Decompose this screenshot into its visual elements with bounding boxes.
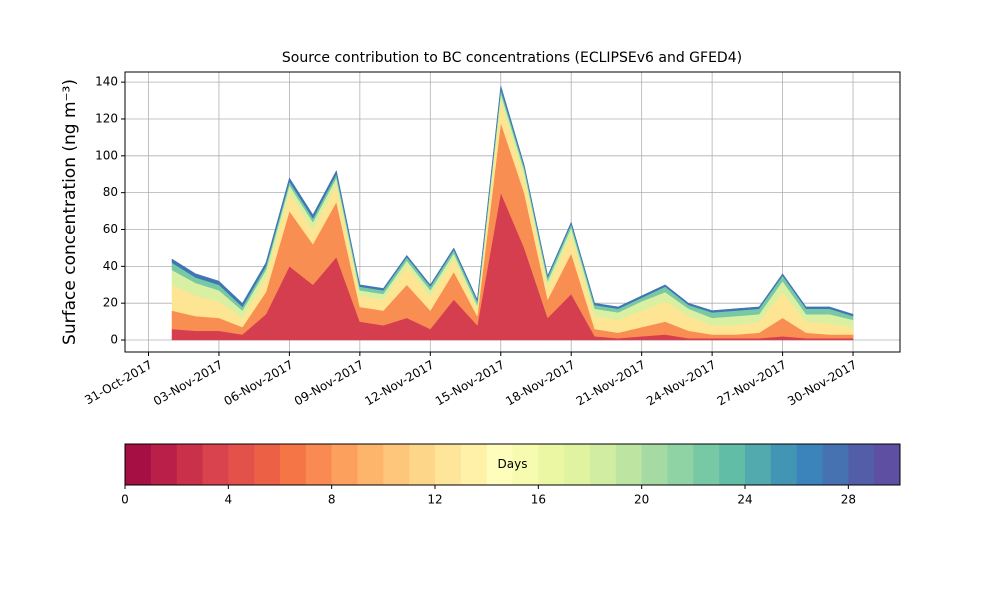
colorbar-bin	[254, 444, 281, 485]
x-tick-label: 30-Nov-2017	[785, 358, 859, 409]
colorbar-tick-label: 12	[427, 493, 442, 507]
colorbar-bin	[693, 444, 720, 485]
colorbar-bin	[176, 444, 203, 485]
chart-title: Source contribution to BC concentrations…	[282, 50, 742, 66]
colorbar-tick-label: 20	[634, 493, 649, 507]
y-tick-label: 40	[103, 259, 118, 273]
y-tick-label: 100	[95, 148, 118, 162]
y-tick-label: 20	[103, 296, 118, 310]
colorbar-bin	[435, 444, 462, 485]
colorbar-bin	[719, 444, 746, 485]
colorbar-bin	[512, 444, 539, 485]
colorbar-tick-label: 8	[328, 493, 336, 507]
colorbar-bin	[745, 444, 772, 485]
x-tick-label: 15-Nov-2017	[433, 358, 507, 409]
colorbar-tick-label: 28	[841, 493, 856, 507]
colorbar-bin	[202, 444, 229, 485]
colorbar-tick-label: 0	[121, 493, 129, 507]
colorbar-bin	[409, 444, 436, 485]
x-tick-label: 27-Nov-2017	[715, 358, 789, 409]
colorbar-bin	[280, 444, 307, 485]
colorbar-bin	[641, 444, 668, 485]
colorbar-bin	[822, 444, 849, 485]
y-tick-label: 80	[103, 185, 118, 199]
colorbar-bin	[383, 444, 410, 485]
colorbar-bin	[770, 444, 798, 485]
colorbar-bin	[125, 444, 152, 485]
y-axis-label: Surface concentration (ng m⁻³)	[60, 79, 80, 345]
plot-frame	[124, 71, 901, 353]
colorbar-label: Days	[498, 457, 528, 471]
colorbar-frame	[124, 443, 901, 486]
x-tick-label: 24-Nov-2017	[644, 358, 718, 409]
x-tick-label: 09-Nov-2017	[292, 358, 366, 409]
colorbar-tick-label: 4	[225, 493, 233, 507]
colorbar-bin	[615, 444, 643, 485]
y-tick-label: 120	[95, 111, 118, 125]
colorbar-bin	[538, 444, 565, 485]
colorbar-bin	[796, 444, 823, 485]
colorbar-bin	[564, 444, 591, 485]
x-tick-label: 12-Nov-2017	[362, 358, 436, 409]
colorbar-bin	[486, 444, 513, 485]
area-layer	[171, 85, 854, 317]
colorbar-bin	[305, 444, 333, 485]
colorbar-bin	[848, 444, 875, 485]
colorbar-bin	[357, 444, 384, 485]
x-tick-label: 18-Nov-2017	[503, 358, 577, 409]
y-tick-label: 140	[95, 75, 118, 89]
colorbar-bin	[228, 444, 255, 485]
colorbar-tick-label: 16	[531, 493, 546, 507]
colorbar-bin	[150, 444, 178, 485]
colorbar-tick-label: 24	[737, 493, 752, 507]
colorbar-bin	[667, 444, 694, 485]
x-tick-label: 31-Oct-2017	[82, 358, 154, 408]
y-tick-label: 60	[103, 222, 118, 236]
x-tick-label: 03-Nov-2017	[151, 358, 225, 409]
colorbar-bin	[460, 444, 488, 485]
colorbar-bin	[874, 444, 901, 485]
x-tick-label: 21-Nov-2017	[574, 358, 648, 409]
colorbar-bin	[590, 444, 617, 485]
x-tick-label: 06-Nov-2017	[221, 358, 295, 409]
y-tick-label: 0	[110, 333, 118, 347]
colorbar-bin	[331, 444, 358, 485]
